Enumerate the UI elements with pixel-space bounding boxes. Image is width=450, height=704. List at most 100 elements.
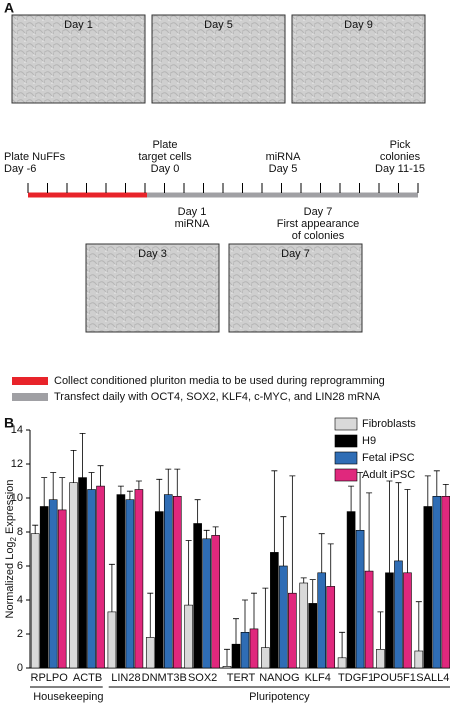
- bar: [346, 511, 356, 669]
- bar: [96, 485, 105, 669]
- bar: [288, 592, 297, 669]
- error-bar: [135, 480, 142, 490]
- timeline-label: Plate NuFFs: [4, 151, 66, 163]
- bar: [249, 628, 259, 669]
- image-label: Day 7: [281, 248, 310, 260]
- micrograph: [85, 243, 220, 333]
- y-tick-label: 8: [17, 526, 23, 538]
- error-bar: [108, 563, 115, 612]
- x-tick-label: LIN28: [111, 672, 140, 684]
- error-bar: [327, 543, 334, 587]
- error-bar: [41, 477, 48, 507]
- x-tick-label: TDGF1: [338, 672, 374, 684]
- error-bar: [79, 433, 86, 478]
- error-bar: [386, 480, 393, 573]
- bar: [270, 552, 279, 669]
- error-bar: [242, 599, 248, 633]
- y-tick-label: 12: [11, 458, 23, 470]
- error-bar: [357, 472, 364, 531]
- x-tick-label: SALL4: [416, 672, 449, 684]
- error-bar: [366, 492, 373, 572]
- error-bar: [339, 631, 346, 658]
- y-tick-label: 0: [17, 662, 23, 674]
- bar: [154, 511, 164, 669]
- bar: [261, 647, 270, 669]
- bar: [184, 604, 193, 669]
- image-label: Day 1: [64, 19, 93, 31]
- error-bar: [262, 587, 269, 648]
- bar: [394, 560, 403, 669]
- bar: [78, 477, 87, 669]
- legend-label: Fibroblasts: [362, 418, 416, 430]
- bar: [364, 570, 374, 669]
- error-bar: [300, 577, 307, 583]
- legend-label: H9: [362, 435, 376, 447]
- bar: [337, 657, 347, 669]
- error-bar: [395, 482, 402, 561]
- bar: [193, 523, 202, 669]
- timeline-label: Day 11-15: [375, 163, 425, 175]
- bar: [317, 572, 327, 669]
- bar: [376, 648, 385, 669]
- error-bar: [117, 485, 124, 495]
- error-bar: [404, 489, 411, 573]
- error-bar: [126, 490, 133, 500]
- image-label: Day 3: [138, 248, 167, 260]
- bar: [240, 631, 250, 669]
- error-bar: [156, 478, 163, 512]
- timeline-label: Day 0: [151, 163, 180, 175]
- legend-swatch: [12, 377, 48, 385]
- bar: [202, 538, 211, 669]
- error-bar: [271, 470, 278, 553]
- error-bar: [97, 465, 104, 487]
- bar: [69, 482, 78, 669]
- error-bar: [415, 601, 422, 651]
- bar: [172, 495, 182, 669]
- timeline-label: Day -6: [4, 163, 36, 175]
- bar: [57, 509, 67, 669]
- y-axis-label: Normalized Log2 Expression: [4, 480, 18, 619]
- bar: [39, 506, 49, 669]
- legend-swatch: [334, 451, 358, 465]
- bar: [116, 494, 126, 669]
- error-bar: [147, 592, 154, 638]
- bar: [385, 572, 394, 669]
- micrograph: [11, 14, 146, 104]
- error-bar: [442, 484, 449, 497]
- y-tick-label: 4: [17, 594, 23, 606]
- error-bar: [289, 475, 296, 594]
- image-label: Day 9: [344, 19, 373, 31]
- x-tick-label: POU5F1: [373, 672, 416, 684]
- error-bar: [185, 540, 192, 606]
- bar: [222, 665, 232, 669]
- timeline-label: Day 7: [304, 206, 333, 218]
- error-bar: [251, 592, 257, 629]
- error-bar: [309, 579, 316, 604]
- bar: [423, 506, 433, 669]
- bar: [145, 637, 155, 669]
- x-tick-label: TERT: [227, 672, 256, 684]
- error-bar: [165, 468, 172, 495]
- legend-swatch: [334, 468, 358, 482]
- error-bar: [377, 611, 384, 650]
- error-bar: [348, 485, 355, 512]
- micrograph: [291, 14, 426, 104]
- timeline-label: miRNA: [175, 218, 210, 230]
- bar: [125, 499, 135, 669]
- x-tick-label: KLF4: [305, 672, 331, 684]
- timeline-label: colonies: [380, 151, 421, 163]
- panel-label: B: [4, 415, 14, 431]
- error-bar: [174, 468, 181, 497]
- timeline-label: miRNA: [266, 151, 301, 163]
- micrograph: [228, 243, 363, 333]
- error-bar: [32, 524, 39, 534]
- error-bar: [233, 618, 239, 645]
- bar: [87, 489, 96, 669]
- bar: [211, 535, 220, 669]
- legend-swatch: [334, 434, 358, 448]
- legend-swatch: [12, 393, 48, 401]
- error-bar: [59, 477, 66, 510]
- x-tick-label: DNMT3B: [142, 672, 187, 684]
- error-bar: [212, 526, 219, 536]
